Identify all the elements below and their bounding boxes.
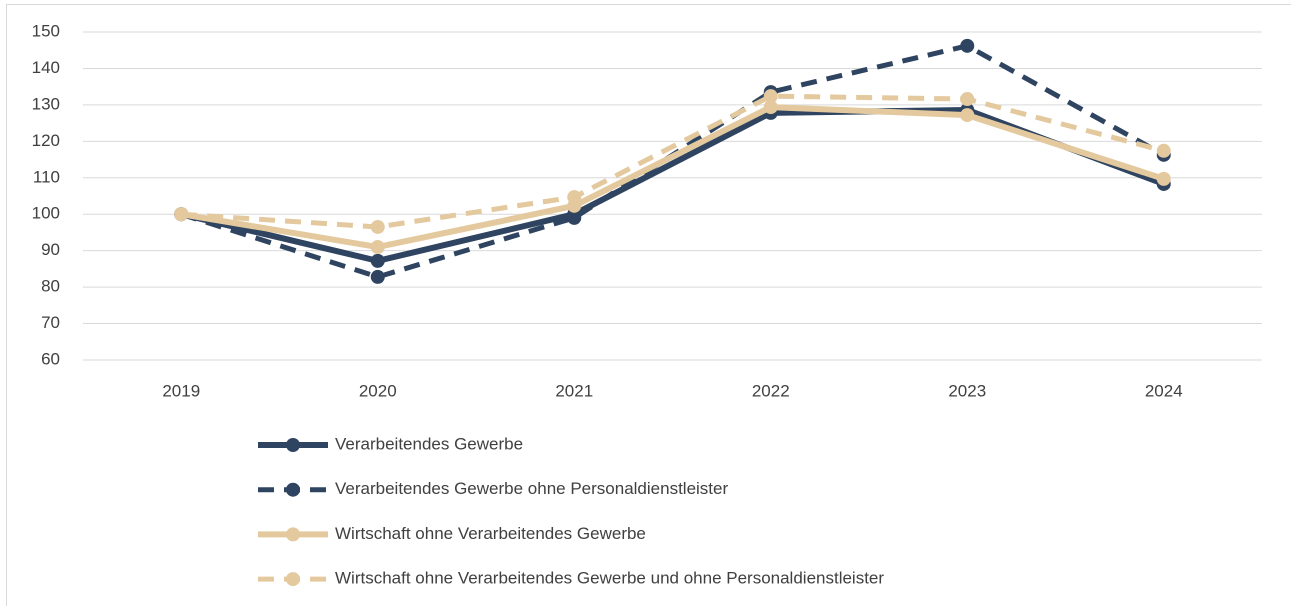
legend-label: Verarbeitendes Gewerbe ohne Personaldien… <box>335 479 728 498</box>
y-tick-label: 90 <box>41 240 60 259</box>
y-tick-label: 140 <box>32 58 60 77</box>
x-tick-label: 2022 <box>752 381 790 400</box>
y-tick-label: 150 <box>32 21 60 40</box>
data-point <box>370 269 385 284</box>
y-tick-label: 120 <box>32 131 60 150</box>
x-tick-label: 2020 <box>359 381 397 400</box>
data-point <box>370 253 385 268</box>
x-tick-label: 2023 <box>948 381 986 400</box>
x-tick-label: 2021 <box>555 381 593 400</box>
data-point <box>567 210 582 225</box>
y-tick-label: 100 <box>32 204 60 223</box>
data-point <box>370 240 385 255</box>
data-point <box>370 219 385 234</box>
data-point <box>1156 171 1171 186</box>
x-tick-label: 2024 <box>1145 381 1183 400</box>
data-point <box>763 89 778 104</box>
data-point <box>960 108 975 123</box>
series-line <box>180 106 1165 264</box>
x-tick-label: 2019 <box>162 381 200 400</box>
y-tick-label: 110 <box>33 167 60 186</box>
legend-marker <box>286 482 300 497</box>
data-point <box>567 190 582 205</box>
y-tick-label: 70 <box>41 313 60 332</box>
legend-label: Wirtschaft ohne Verarbeitendes Gewerbe <box>335 524 646 543</box>
legend-marker <box>286 572 300 587</box>
data-point <box>960 92 975 107</box>
legend-marker <box>286 438 300 452</box>
data-point <box>960 38 975 53</box>
y-tick-label: 80 <box>41 277 60 296</box>
data-point <box>174 207 189 222</box>
y-tick-label: 60 <box>41 349 60 368</box>
legend-label: Wirtschaft ohne Verarbeitendes Gewerbe u… <box>335 569 884 588</box>
series-line <box>181 93 1165 230</box>
y-tick-label: 130 <box>32 94 60 113</box>
data-point <box>763 100 778 115</box>
legend-label: Verarbeitendes Gewerbe <box>335 434 523 453</box>
series-line <box>180 104 1165 251</box>
chart-border <box>6 4 1291 606</box>
data-point <box>1156 143 1171 158</box>
legend-marker <box>286 527 300 542</box>
